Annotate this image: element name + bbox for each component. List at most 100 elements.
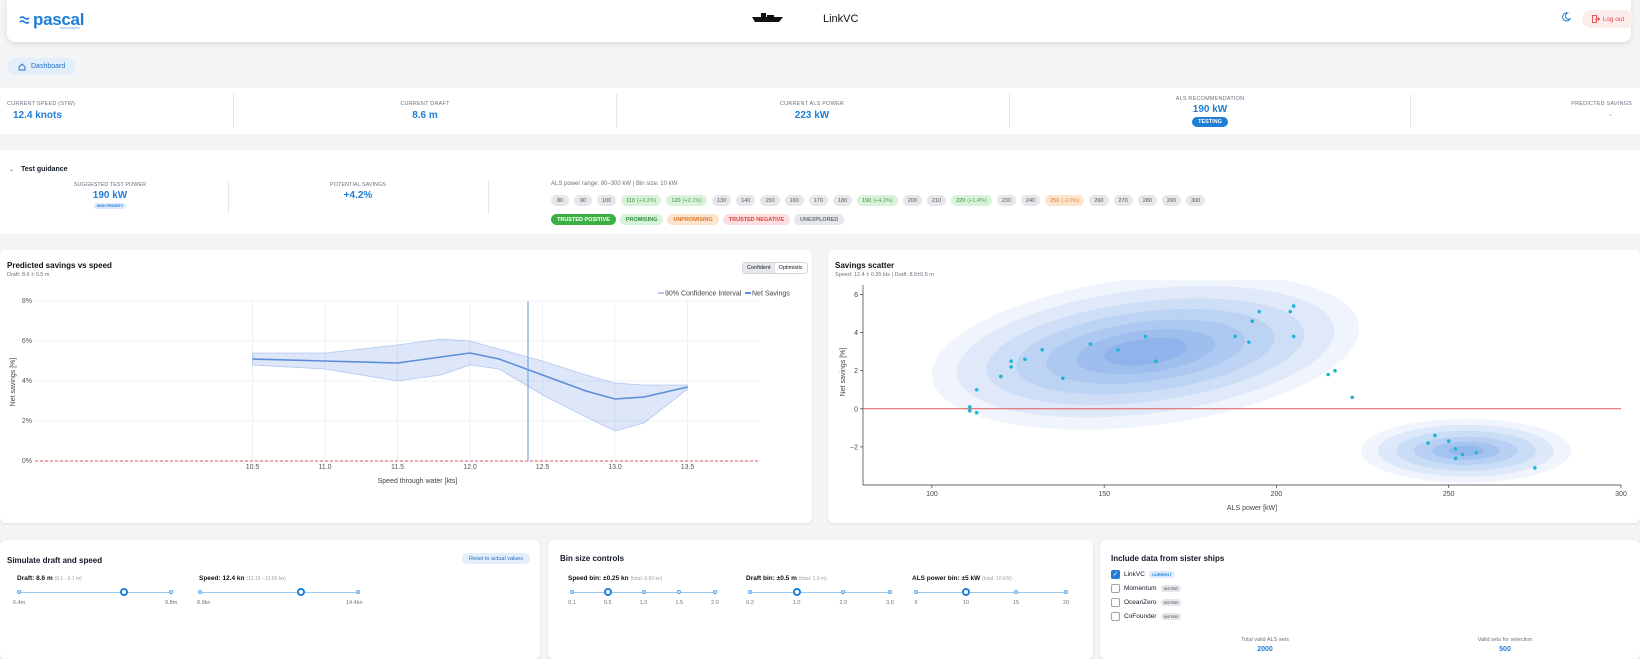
power-range-text: ALS power range: 80–300 kW | Bin size: 1… <box>551 181 678 187</box>
bin-slider-thumb[interactable] <box>792 588 801 596</box>
logout-button[interactable]: Log out <box>1582 10 1634 28</box>
savings-vs-speed-card: Predicted savings vs speed Draft: 8.6 ± … <box>0 250 812 523</box>
sister-ship-row[interactable]: CoFounder SISTER <box>1111 612 1181 621</box>
potential-label: POTENTIAL SAVINGS <box>330 182 386 188</box>
power-bin-slider[interactable]: 5 10 15 20 <box>914 588 1069 613</box>
speed-min-label: 8.9kn <box>197 600 211 606</box>
power-bin-pill[interactable]: 190 (+4.2%) <box>857 195 898 206</box>
x-tick-label: 11.5 <box>391 464 404 471</box>
dark-mode-toggle[interactable] <box>1561 12 1575 26</box>
power-bin-pill[interactable]: 90 <box>574 195 592 206</box>
total-sets-label: Total valid ALS sets <box>1241 637 1289 643</box>
scatter-point <box>1426 441 1430 445</box>
sister-ship-row[interactable]: Momentum SISTER <box>1111 584 1181 593</box>
power-bin-pill[interactable]: 280 <box>1137 195 1157 206</box>
metric-speed-value: 12.4 knots <box>13 110 62 121</box>
power-bin-pill[interactable]: 120 (+2.1%) <box>666 195 707 206</box>
speed-slider[interactable] <box>198 588 360 597</box>
x-axis-label: ALS power [kW] <box>1227 505 1277 512</box>
slider-min-dot <box>198 590 202 594</box>
scatter-point <box>1009 365 1013 369</box>
draft-min-label: 6.4m <box>13 600 26 606</box>
speed-bin-slider[interactable]: 0.1 0.5 1.0 1.5 2.0 <box>568 588 719 613</box>
power-bin-pill[interactable]: 200 <box>902 195 922 206</box>
scatter-point <box>1023 357 1027 362</box>
suggested-power: SUGGESTED TEST POWER 190 kW HIGH PRIORIT… <box>30 182 190 209</box>
power-bin-pill[interactable]: 160 <box>784 195 804 206</box>
speed-range: (12.15 - 12.65 kn) <box>246 576 286 582</box>
sister-ship-row[interactable]: OceanZero SISTER <box>1111 598 1181 607</box>
bin-value: 210 <box>931 197 942 204</box>
toggle-confident[interactable]: Confident <box>743 263 775 273</box>
draft-slider[interactable] <box>17 588 173 597</box>
slider-step-dot <box>1064 590 1068 594</box>
bin-value: 280 <box>1142 197 1152 204</box>
scatter-point <box>974 410 979 415</box>
bin-value: 130 <box>717 197 727 204</box>
y-tick-label: 6% <box>22 338 32 345</box>
ship-checkbox[interactable]: ✓ <box>1111 570 1120 579</box>
power-bin-pill[interactable]: 260 <box>1089 195 1109 206</box>
speed-slider-thumb[interactable] <box>297 588 306 596</box>
scatter-point <box>1061 376 1065 381</box>
bin-value: 150 <box>765 197 775 204</box>
power-bin-pill[interactable]: 80 <box>551 195 569 206</box>
density-contour <box>1395 430 1536 471</box>
power-bin-pill[interactable]: 100 <box>597 195 617 206</box>
toggle-optimistic[interactable]: Optimistic <box>774 263 807 273</box>
scatter-point <box>1247 340 1251 344</box>
divider <box>1410 94 1411 128</box>
slider-tick-label: 0.5 <box>603 600 612 606</box>
ship-checkbox[interactable] <box>1111 612 1120 621</box>
slider-track <box>750 592 890 593</box>
ship-checkbox[interactable] <box>1111 584 1120 593</box>
potential-value: +4.2% <box>343 190 373 201</box>
ship-name: CoFounder <box>1124 613 1157 620</box>
bin-slider-thumb[interactable] <box>962 588 970 596</box>
breadcrumb-dashboard[interactable]: Dashboard <box>8 58 76 75</box>
draft-bin-slider[interactable]: 0.2 1.0 2.0 3.0 <box>746 588 894 613</box>
scatter-point <box>1088 342 1093 346</box>
scatter-point <box>974 387 979 392</box>
slider-tick-label: 5 <box>914 600 918 606</box>
y-tick-label: 0 <box>854 406 858 413</box>
power-bin-pill[interactable]: 210 <box>926 195 947 206</box>
metric-speed-label: CURRENT SPEED (STW) <box>7 101 76 107</box>
power-bin-pill[interactable]: 220 (+1.4%) <box>951 195 992 206</box>
reset-button[interactable]: Reset to actual values <box>462 553 531 564</box>
power-bin-pill[interactable]: 130 <box>712 195 732 206</box>
power-bin-pill[interactable]: 150 <box>760 195 780 206</box>
power-bin-pill[interactable]: 140 <box>736 195 756 206</box>
scatter-point <box>1460 452 1465 457</box>
scatter-point <box>999 374 1003 379</box>
power-bin-label: ALS power bin: ±5 kW (total: 10 kW) <box>912 575 1012 582</box>
confidence-toggle[interactable]: Confident Optimistic <box>742 262 808 274</box>
status-legend-item: TRUSTED POSITIVE <box>551 214 616 225</box>
metric-draft: CURRENT DRAFT 8.6 m <box>325 88 525 134</box>
power-bin-pill[interactable]: 110 (+3.2%) <box>621 195 662 206</box>
guidance-title: Test guidance <box>21 166 68 173</box>
sister-ship-row[interactable]: ✓ LinkVC CURRENT <box>1111 570 1181 579</box>
power-bin-pill[interactable]: 290 <box>1161 195 1182 206</box>
power-bin-pill[interactable]: 270 <box>1113 195 1133 206</box>
power-bin-pill[interactable]: 240 <box>1020 195 1041 206</box>
valid-sets: Valid sets for selection 500 <box>1430 637 1580 653</box>
status-legend-item: UNEXPLORED <box>794 214 845 225</box>
density-contour <box>1377 424 1554 477</box>
scatter-point <box>1143 334 1148 339</box>
ship-checkbox[interactable] <box>1111 598 1120 607</box>
power-bin-pill[interactable]: 300 <box>1186 195 1206 206</box>
bin-slider-thumb[interactable] <box>603 588 612 596</box>
logout-label: Log out <box>1602 15 1625 23</box>
power-bin-pill[interactable]: 170 <box>808 195 828 206</box>
power-bin-pill[interactable]: 180 <box>832 195 853 206</box>
pascal-logo[interactable]: pascal <box>19 10 84 30</box>
ship-tag: SISTER <box>1160 613 1181 620</box>
vessel-name: LinkVC <box>823 13 859 25</box>
scatter-point <box>1350 395 1355 400</box>
guidance-header[interactable]: ⌄ Test guidance <box>9 166 68 173</box>
scatter-point <box>1233 334 1237 339</box>
power-bin-pill[interactable]: 230 <box>996 195 1016 206</box>
draft-slider-thumb[interactable] <box>119 588 128 596</box>
power-bin-pill[interactable]: 250 (-2.0%) <box>1045 195 1085 206</box>
